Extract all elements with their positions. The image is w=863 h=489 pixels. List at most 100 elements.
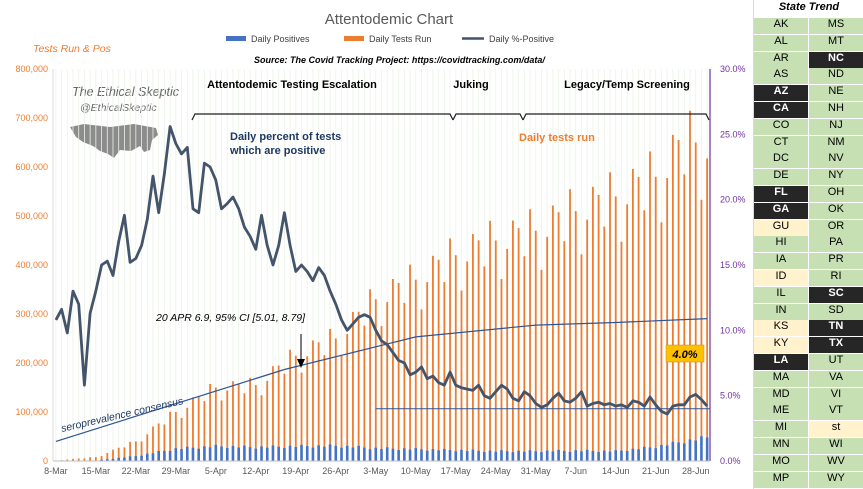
- x-tick-label: 31-May: [521, 466, 552, 476]
- state-cell-ga: GA: [754, 202, 808, 219]
- tests-bar: [266, 380, 269, 461]
- tests-bar: [523, 256, 526, 461]
- state-cell-hi: HI: [754, 236, 808, 253]
- x-tick-label: 19-Apr: [282, 466, 309, 476]
- tests-bar: [631, 168, 634, 461]
- positives-bar: [277, 446, 280, 461]
- tests-bar: [569, 189, 571, 461]
- positives-bar: [488, 450, 492, 461]
- positives-bar: [243, 445, 246, 461]
- tests-bar: [94, 457, 97, 461]
- x-tick-label: 29-Mar: [162, 466, 191, 476]
- state-cell-ca: CA: [754, 102, 808, 118]
- tests-bar: [209, 384, 212, 461]
- tests-bar: [100, 455, 103, 461]
- x-tick-label: 7-Jun: [564, 466, 587, 476]
- phase-brackets: [191, 113, 710, 121]
- state-cell-nc: NC: [809, 51, 863, 68]
- phase3-label: Legacy/Temp Screening: [564, 79, 690, 91]
- positives-bar: [545, 450, 549, 461]
- tests-bar: [192, 397, 194, 461]
- positives-bar: [128, 456, 132, 461]
- state-cell-ct: CT: [754, 135, 808, 152]
- state-cell-oh: OH: [809, 186, 863, 202]
- positives-bar: [254, 448, 258, 461]
- positives-bar: [471, 449, 475, 461]
- tests-bar: [637, 176, 640, 461]
- positives-bar: [688, 439, 692, 461]
- tests-bar: [117, 447, 120, 461]
- tests-bar: [340, 355, 343, 461]
- tests-bar: [203, 401, 206, 461]
- state-cell-nj: NJ: [809, 118, 863, 135]
- tests-bar: [163, 424, 166, 461]
- x-tick-label: 26-Apr: [322, 466, 349, 476]
- tests-bar: [123, 447, 126, 461]
- right-tick-label: 25.0%: [720, 129, 746, 139]
- state-cell-ma: MA: [754, 370, 808, 387]
- tests-bar: [386, 302, 389, 461]
- tests-bar: [226, 390, 229, 461]
- phase1-label: Attentodemic Testing Escalation: [207, 79, 377, 91]
- tests-bar: [317, 342, 320, 461]
- positives-bar: [603, 450, 606, 461]
- tests-bar: [403, 302, 406, 461]
- positives-bar: [134, 456, 138, 461]
- state-cell-ar: AR: [754, 51, 808, 68]
- positives-bar: [637, 449, 640, 461]
- positives-bar: [408, 449, 412, 461]
- positives-bar: [271, 445, 275, 461]
- tests-bar: [666, 177, 669, 461]
- tests-bar: [272, 366, 274, 461]
- tests-note: Daily tests run: [519, 132, 595, 144]
- tests-bar: [494, 240, 497, 461]
- state-cell-sc: SC: [809, 286, 863, 303]
- state-trend-title: State Trend: [778, 1, 840, 13]
- legend: Daily Positives Daily Tests Run Daily %-…: [226, 34, 554, 44]
- state-cell-ut: UT: [809, 354, 863, 370]
- positives-bar: [385, 447, 389, 461]
- state-cell-mn: MN: [754, 438, 808, 454]
- tests-bar: [152, 426, 154, 461]
- positives-bar: [614, 450, 618, 461]
- state-cell-ky: KY: [754, 337, 808, 354]
- x-axis-ticks: 8-Mar 15-Mar 22-Mar 29-Mar 5-Apr 12-Apr 19-Apr…: [44, 466, 709, 476]
- state-cell-as: AS: [754, 68, 808, 85]
- tests-bar: [660, 222, 663, 461]
- tests-bar: [649, 151, 651, 461]
- tests-bar: [563, 241, 566, 461]
- tests-bar: [677, 140, 680, 461]
- x-tick-label: 14-Jun: [602, 466, 630, 476]
- positives-bar: [168, 450, 172, 461]
- watermark-title: The Ethical Skeptic: [72, 85, 180, 99]
- positives-bar: [323, 446, 326, 461]
- tests-bar: [609, 172, 611, 461]
- positives-bar: [203, 446, 206, 461]
- positives-bar: [500, 450, 503, 461]
- positives-bar: [374, 447, 378, 461]
- tests-bar: [260, 395, 263, 461]
- state-cell-mp: MP: [754, 471, 808, 488]
- positives-bar: [665, 445, 669, 461]
- positives-bar: [460, 449, 463, 461]
- state-cell-nv: NV: [809, 152, 863, 169]
- state-cell-ms: MS: [809, 18, 863, 34]
- tests-bar: [380, 326, 383, 461]
- bracket-phase3: [522, 113, 710, 121]
- positives-bar: [294, 447, 298, 461]
- tests-bar: [506, 248, 509, 461]
- legend-label-tests: Daily Tests Run: [369, 34, 431, 44]
- positives-bar: [597, 451, 600, 461]
- state-cell-ok: OK: [809, 202, 863, 219]
- tests-bar: [689, 110, 691, 462]
- tests-bar: [654, 176, 657, 462]
- tests-bar: [477, 240, 480, 461]
- tests-bar: [220, 400, 223, 461]
- bars-layer: [54, 110, 709, 462]
- positives-bar: [620, 450, 623, 461]
- tests-bar: [586, 219, 589, 461]
- positives-bar: [443, 448, 446, 461]
- tests-bar: [214, 387, 217, 461]
- state-cell-me: ME: [754, 404, 808, 421]
- tests-bar: [89, 457, 92, 461]
